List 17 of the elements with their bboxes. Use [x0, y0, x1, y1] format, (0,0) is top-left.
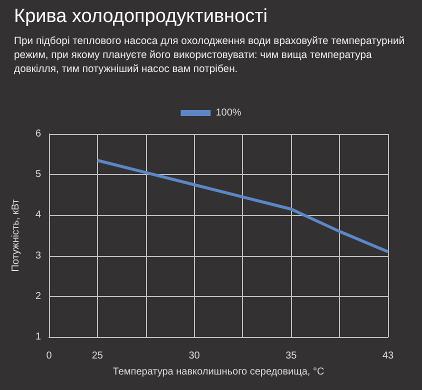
chart-title: Крива холодопродуктивності	[14, 6, 268, 28]
chart-subtitle: При підборі теплового насоса для охолодження води враховуйте температурний режим, при якому плануєте його використовувати: чим вища температура довкілля, тим потужніший насос вам потрібен.	[14, 35, 406, 77]
y-tick-label: 1	[35, 332, 42, 342]
x-tick-label: 25	[92, 350, 104, 362]
y-tick-label: 2	[35, 290, 42, 302]
x-tick-label: 0	[46, 350, 52, 362]
legend-label: 100%	[216, 108, 242, 118]
line-series	[96, 158, 390, 254]
x-tick-label: 43	[382, 350, 394, 362]
x-tick-label: 30	[188, 350, 200, 362]
x-tick-label: 35	[286, 350, 298, 362]
y-tick-label: 3	[35, 250, 42, 262]
y-tick-label: 4	[35, 210, 42, 221]
y-tick-label: 6	[35, 128, 42, 140]
y-tick-label: 5	[35, 169, 42, 180]
y-axis-title: Потужність, кВт	[10, 198, 22, 272]
x-axis-title: Температура навколишнього середовища, °C	[112, 366, 324, 378]
